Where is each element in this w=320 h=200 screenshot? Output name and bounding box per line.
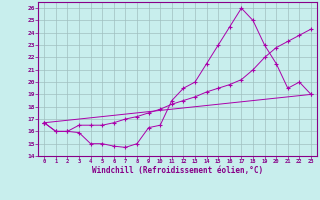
X-axis label: Windchill (Refroidissement éolien,°C): Windchill (Refroidissement éolien,°C): [92, 166, 263, 175]
